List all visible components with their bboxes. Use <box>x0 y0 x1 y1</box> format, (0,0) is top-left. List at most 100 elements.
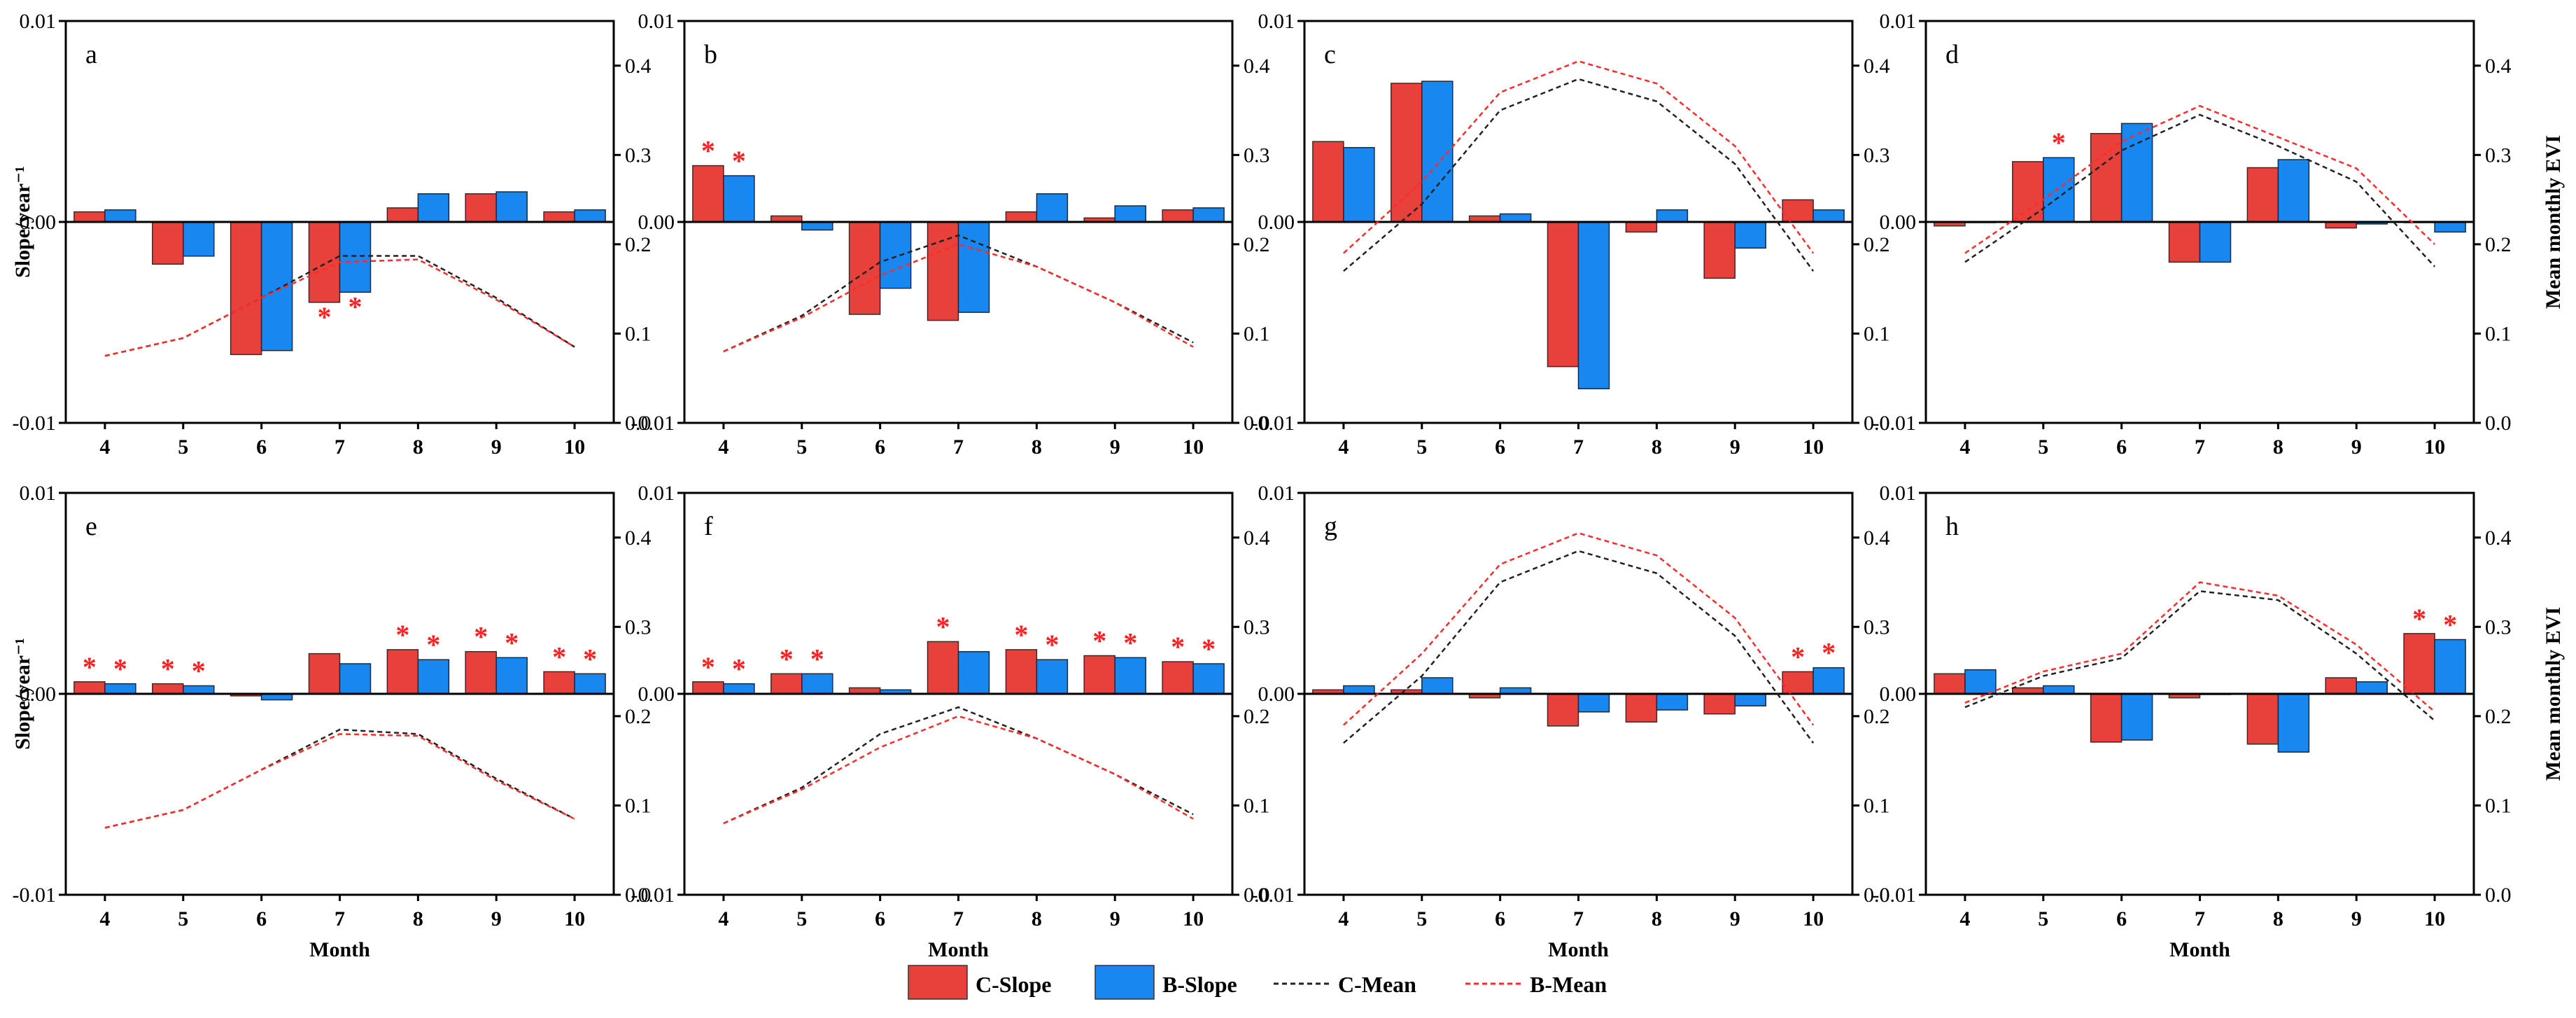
x-tick-label: 8 <box>1652 907 1662 930</box>
right-tick-label: 0.4 <box>2485 527 2512 550</box>
left-tick-label: -0.01 <box>631 884 675 907</box>
b-slope-bar <box>574 673 606 695</box>
b-slope-bar <box>1192 663 1225 695</box>
x-tick-label: 7 <box>953 907 964 930</box>
x-tick-label: 4 <box>1959 907 1970 930</box>
right-tick-label: 0.1 <box>1244 322 1270 345</box>
c-slope-bar <box>543 211 575 223</box>
y-axis-title-left: Slope/year⁻¹ <box>11 166 34 278</box>
legend-label: B-Mean <box>1530 972 1607 997</box>
c-slope-bar <box>927 221 959 321</box>
right-tick-label: 0.1 <box>625 322 652 345</box>
significance-star: * <box>113 653 127 685</box>
x-tick-label: 6 <box>875 907 885 930</box>
legend-item-b-mean: B-Mean <box>1465 972 1607 997</box>
right-tick-label: 0.1 <box>1864 794 1890 817</box>
x-tick-label: 6 <box>2116 907 2127 930</box>
x-tick-label: 9 <box>1730 435 1740 459</box>
significance-star: * <box>2412 603 2426 634</box>
b-slope-bar <box>801 673 833 695</box>
c-mean-line <box>1964 113 2436 267</box>
b-slope-bar <box>1577 221 1610 389</box>
b-mean-line <box>1964 581 2435 713</box>
significance-star: * <box>701 135 715 167</box>
b-slope-bar <box>1114 205 1146 223</box>
x-tick-label: 9 <box>491 435 502 459</box>
c-slope-bar <box>73 681 106 695</box>
b-slope-bar <box>957 650 990 695</box>
legend: C-Slope B-Slope C-Mean B-Mean <box>908 965 1607 1000</box>
x-tick-label: 6 <box>2116 435 2127 459</box>
significance-star: * <box>1791 641 1805 672</box>
b-slope-bar <box>1964 669 1997 695</box>
right-tick-label: 0.2 <box>1244 705 1270 728</box>
b-slope-bar <box>1656 209 1689 223</box>
x-tick-label: 8 <box>1652 435 1662 459</box>
c-slope-bar <box>1547 693 1579 727</box>
c-slope-bar <box>1162 661 1194 695</box>
x-tick-label: 6 <box>1495 435 1505 459</box>
x-tick-label: 10 <box>2424 435 2445 459</box>
left-tick-label: -0.01 <box>1251 412 1295 435</box>
significance-star: * <box>161 653 175 685</box>
b-mean-line <box>1964 104 2435 254</box>
right-tick-label: 0.1 <box>1244 794 1270 817</box>
c-mean-line <box>1343 78 1815 272</box>
legend-swatch <box>908 965 968 1000</box>
panel-c: 0.01 0.00 -0.01 0.4 0.3 0.2 0.1 0.0 4 5 6 7 8 9 10 c <box>1251 10 1890 459</box>
x-tick-label: 10 <box>564 435 585 459</box>
x-tick-label: 10 <box>2424 907 2445 930</box>
right-tick-label: 0.0 <box>2485 884 2512 907</box>
left-tick-label: 0.01 <box>638 482 675 505</box>
left-tick-label: 0.01 <box>20 10 57 33</box>
right-tick-label: 0.0 <box>1244 412 1270 435</box>
c-slope-bar <box>2012 161 2044 223</box>
panel-h: * * 0.01 0.00 -0.01 0.4 0.3 0.2 0.1 0.0 4 5 6 7 8 9 10 h M… <box>1873 482 2566 961</box>
x-tick-label: 9 <box>1110 435 1120 459</box>
panel-label: a <box>85 40 97 69</box>
x-tick-label: 9 <box>1730 907 1740 930</box>
right-tick-label: 0.3 <box>2485 144 2512 167</box>
right-tick-label: 0.4 <box>1864 527 1890 550</box>
c-mean-line <box>1964 590 2435 722</box>
c-slope-bar <box>73 211 106 223</box>
c-slope-bar <box>2325 677 2357 695</box>
left-tick-label: 0.00 <box>638 211 675 234</box>
panel-label: c <box>1324 40 1336 69</box>
c-slope-bar <box>1625 693 1658 723</box>
x-tick-label: 9 <box>1110 907 1120 930</box>
b-slope-bar <box>574 209 606 223</box>
significance-star: * <box>2052 127 2066 158</box>
significance-star: * <box>426 629 440 660</box>
x-tick-label: 7 <box>1573 907 1584 930</box>
x-tick-label: 5 <box>2038 435 2048 459</box>
x-tick-label: 8 <box>413 907 423 930</box>
b-slope-bar <box>495 657 528 695</box>
c-slope-bar <box>692 165 724 223</box>
c-slope-bar <box>1703 693 1736 715</box>
left-tick-label: 0.00 <box>20 211 57 234</box>
b-slope-bar <box>417 659 450 695</box>
left-tick-label: -0.01 <box>13 884 57 907</box>
right-tick-label: 0.2 <box>2485 705 2512 728</box>
x-tick-label: 6 <box>256 435 267 459</box>
left-tick-label: -0.01 <box>1873 412 1917 435</box>
x-tick-label: 5 <box>1416 435 1427 459</box>
significance-star: * <box>936 611 950 642</box>
right-tick-label: 0.0 <box>625 884 652 907</box>
significance-star: * <box>395 619 409 650</box>
c-slope-bar <box>152 683 184 695</box>
significance-star: * <box>810 643 824 674</box>
x-tick-label: 5 <box>178 907 188 930</box>
b-slope-bar <box>1813 667 1845 695</box>
left-tick-label: 0.01 <box>20 482 57 505</box>
b-slope-bar <box>104 209 136 223</box>
significance-star: * <box>732 145 746 176</box>
c-slope-bar <box>848 221 881 315</box>
x-tick-label: 10 <box>1803 907 1824 930</box>
c-slope-bar <box>2246 693 2279 745</box>
right-tick-label: 0.1 <box>1864 322 1890 345</box>
legend-item-c-mean: C-Mean <box>1274 972 1416 997</box>
c-slope-bar <box>2168 221 2201 263</box>
b-slope-bar <box>2434 639 2466 695</box>
